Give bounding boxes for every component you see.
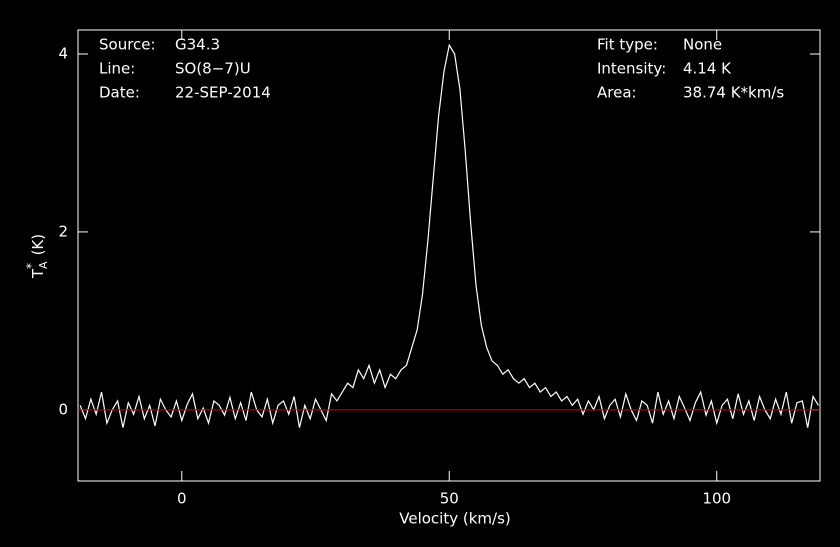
info-value: None [683,36,722,54]
y-tick-label: 0 [58,400,68,418]
x-tick-label: 50 [440,490,459,508]
spectrum-line [79,43,819,428]
x-tick-label: 100 [702,490,731,508]
info-label: Intensity: [597,60,666,78]
y-label-sub: A [37,261,50,269]
info-value: 4.14 K [683,60,732,78]
y-label-main: T [29,268,47,279]
x-tick-label: 0 [177,490,187,508]
info-label: Line: [99,60,135,78]
info-value: 22-SEP-2014 [175,84,271,102]
x-axis-label: Velocity (km/s) [399,510,510,528]
y-tick-label: 4 [58,45,68,63]
info-value: G34.3 [175,36,220,54]
y-tick-label: 2 [58,222,68,240]
info-label: Area: [597,84,637,102]
y-axis-label: T*A (K) [24,234,51,279]
info-label: Fit type: [597,36,658,54]
y-label-unit: (K) [29,234,47,256]
info-label: Source: [99,36,156,54]
y-label-sup: * [24,263,38,269]
info-label: Date: [99,84,140,102]
info-value: SO(8−7)U [175,60,251,78]
info-value: 38.74 K*km/s [683,84,784,102]
